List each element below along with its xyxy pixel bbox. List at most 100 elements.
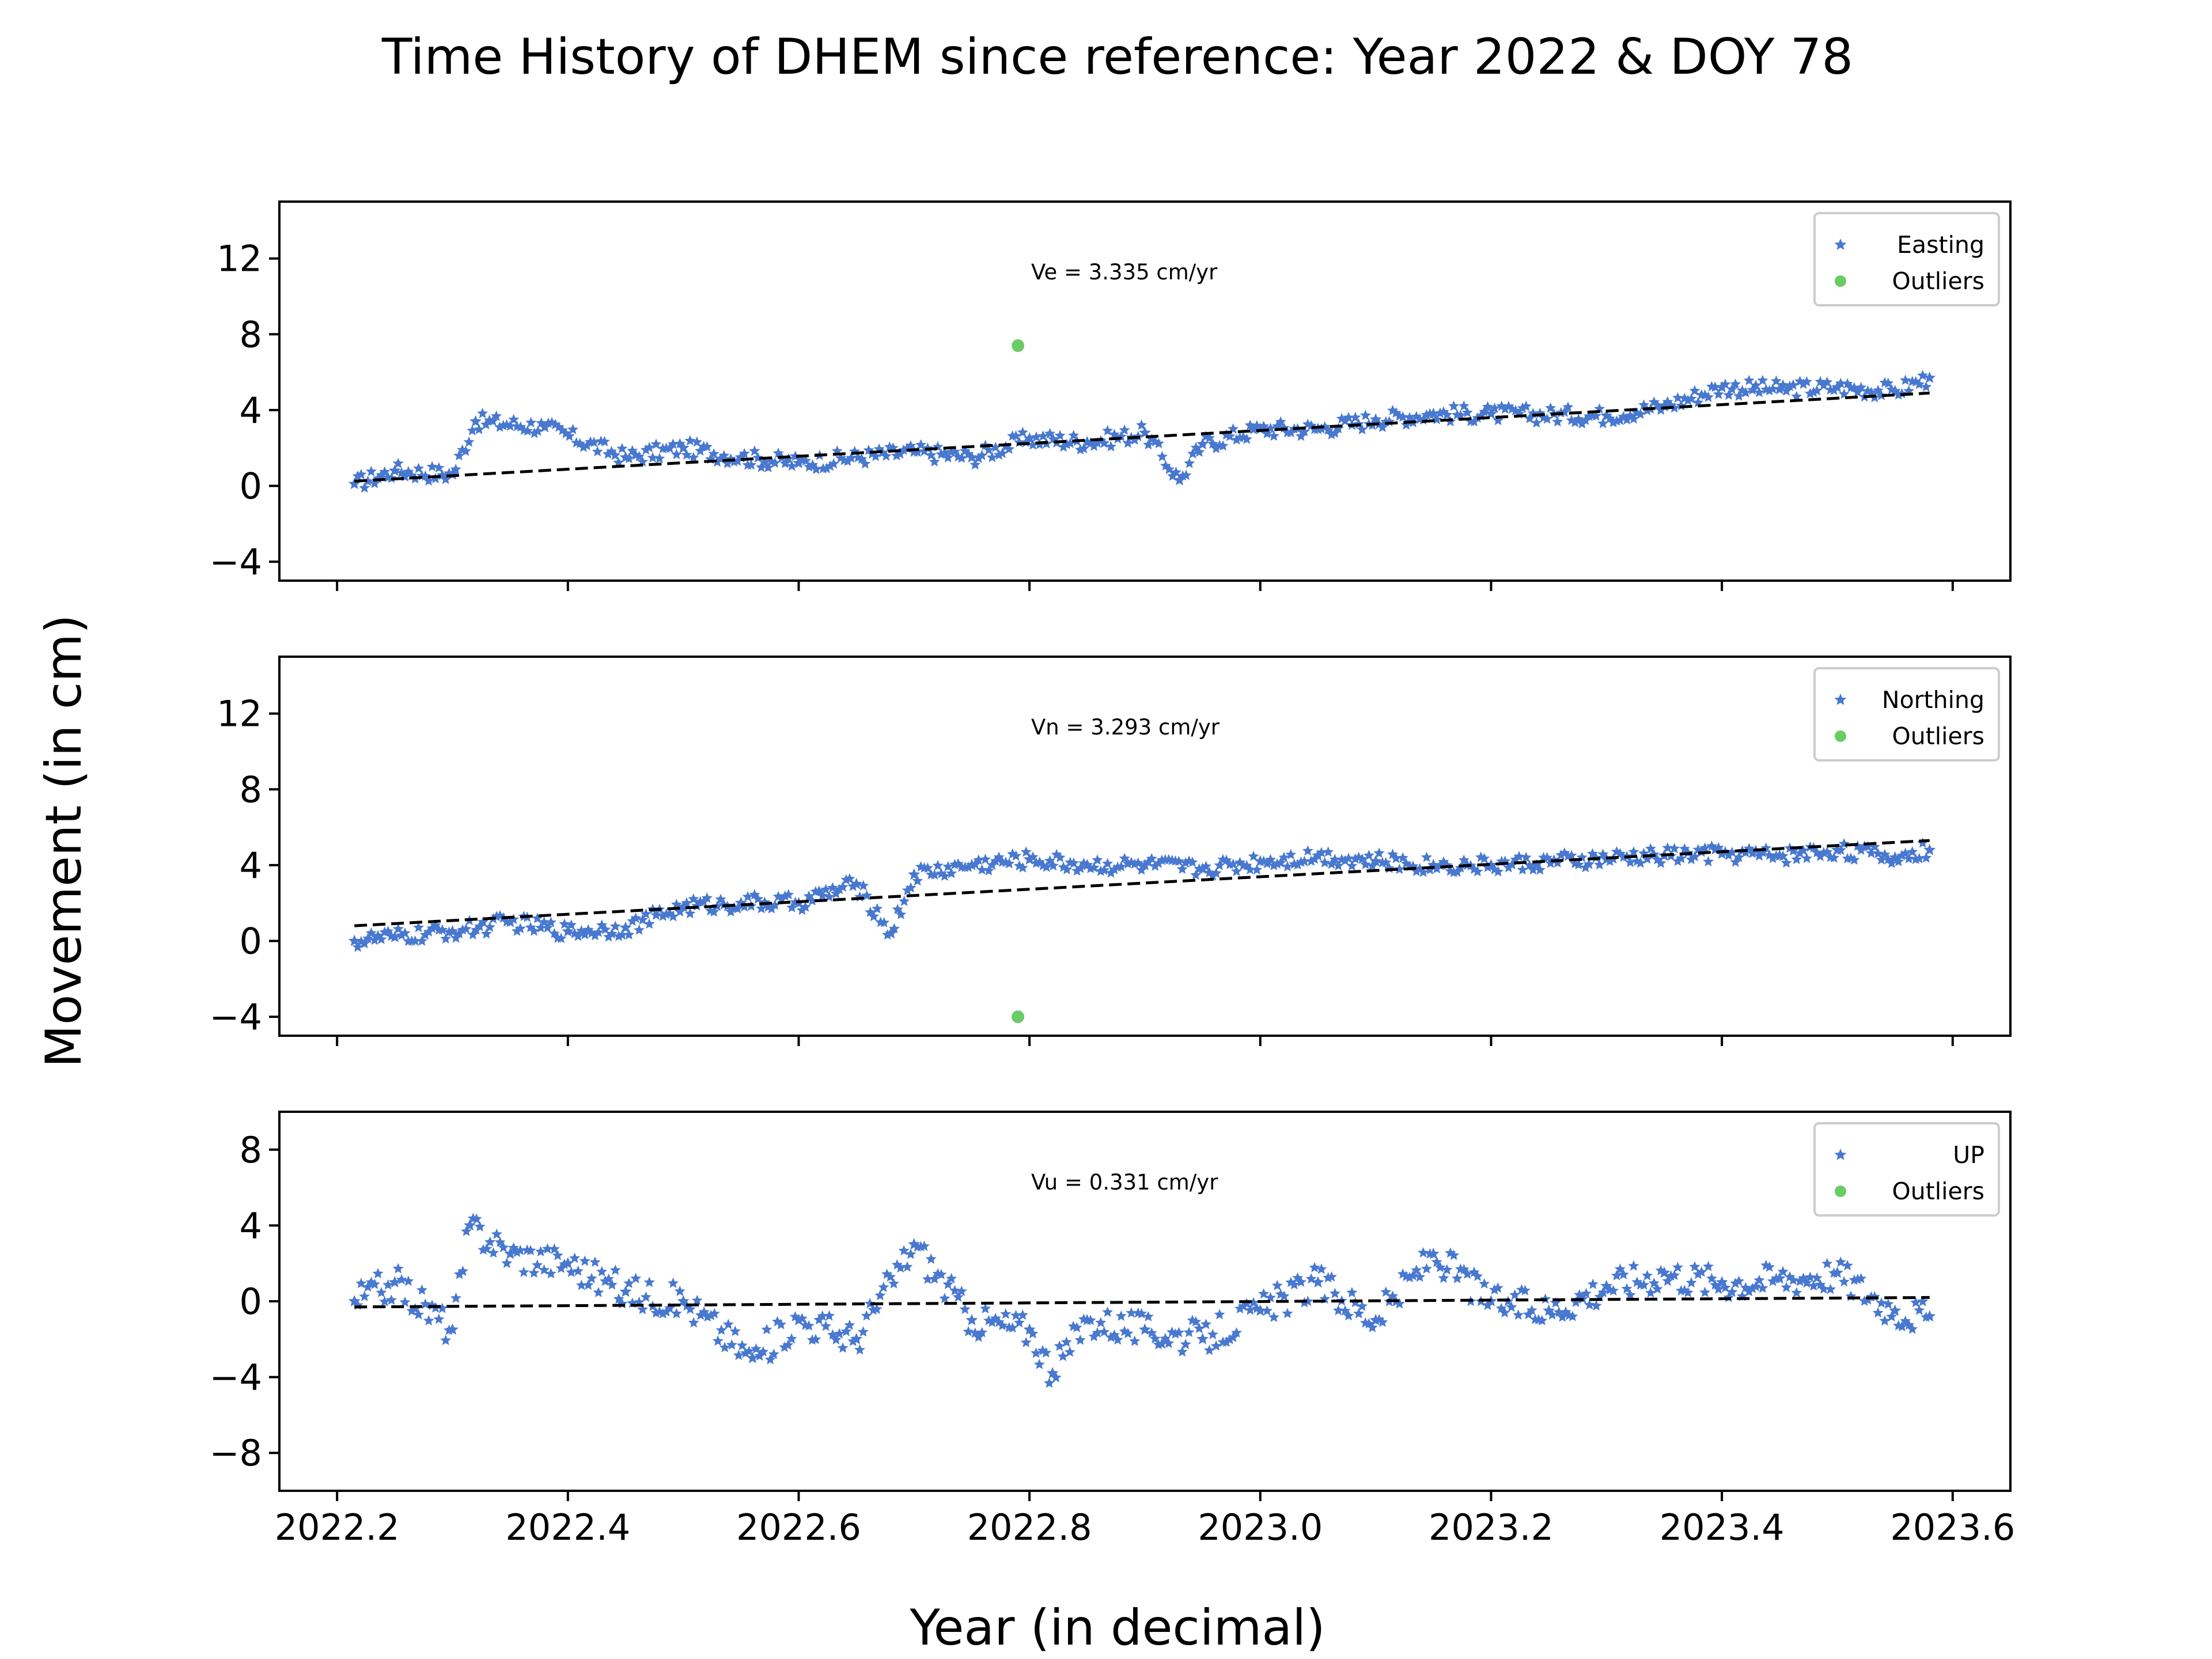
data-point: [1696, 1266, 1707, 1277]
data-point: [1747, 847, 1758, 858]
data-point: [922, 1273, 933, 1284]
data-point: [426, 1300, 438, 1310]
data-point: [1292, 1272, 1304, 1283]
data-point: [705, 1309, 717, 1320]
data-point: [986, 1316, 998, 1327]
data-point: [1773, 382, 1786, 395]
data-point: [1706, 1272, 1717, 1283]
data-point: [1842, 1260, 1853, 1271]
data-point: [1210, 1340, 1222, 1351]
data-point: [1248, 1297, 1259, 1308]
data-point: [1262, 858, 1273, 869]
data-point: [1326, 1271, 1338, 1282]
data-point: [545, 916, 556, 927]
data-point: [1682, 395, 1694, 406]
data-point: [858, 880, 869, 891]
legend: Easting Outliers: [1813, 212, 2000, 306]
data-point: [1621, 414, 1633, 425]
data-point: [392, 1263, 404, 1274]
data-point: [1770, 1272, 1782, 1283]
data-point: [1520, 851, 1532, 862]
data-point: [362, 475, 374, 486]
data-point: [477, 407, 488, 418]
legend-marker-series: [1834, 238, 1847, 250]
data-point: [1865, 847, 1877, 858]
data-point: [640, 908, 652, 919]
data-point: [1611, 1270, 1622, 1281]
data-point: [1923, 372, 1936, 383]
data-point: [684, 435, 696, 446]
data-point: [871, 1303, 882, 1314]
data-point: [1105, 867, 1117, 878]
data-point: [511, 1247, 522, 1257]
data-point: [1590, 410, 1602, 421]
data-point: [1662, 842, 1673, 853]
data-point: [1393, 1298, 1405, 1309]
data-point: [352, 941, 363, 952]
data-point: [1835, 844, 1846, 855]
data-point: [1020, 1336, 1032, 1347]
data-point: [1323, 846, 1334, 857]
data-point: [1818, 380, 1830, 391]
data-point: [786, 902, 798, 912]
data-point: [942, 1278, 954, 1289]
data-point: [386, 1294, 397, 1305]
data-point: [1448, 1249, 1460, 1260]
data-point: [1054, 430, 1066, 441]
data-point: [711, 900, 723, 911]
data-point: [511, 925, 522, 936]
data-point: [471, 1213, 482, 1224]
y-tick-label: 8: [240, 313, 262, 355]
data-point: [837, 1342, 849, 1353]
data-point: [1764, 385, 1775, 396]
data-point: [1187, 448, 1198, 459]
data-point: [997, 448, 1008, 459]
data-point: [779, 1342, 790, 1353]
data-point: [738, 448, 750, 459]
data-point: [559, 918, 570, 929]
data-point: [743, 1345, 755, 1356]
data-point: [1743, 1286, 1755, 1297]
axes-frame: [278, 656, 2012, 1037]
data-point: [847, 1335, 859, 1346]
data-point: [593, 1286, 604, 1297]
data-point: [1699, 1286, 1711, 1297]
data-point: [1102, 858, 1113, 869]
data-point: [729, 1325, 741, 1336]
data-point: [1061, 863, 1073, 874]
data-point: [1624, 1289, 1636, 1300]
data-point: [457, 1266, 468, 1277]
data-point: [844, 1319, 855, 1330]
data-point: [1628, 1260, 1639, 1271]
data-point: [1343, 1310, 1354, 1321]
data-point: [1061, 438, 1073, 449]
data-point: [535, 1246, 547, 1257]
data-point: [1020, 846, 1032, 857]
data-point: [376, 933, 387, 944]
legend-label-series: UP: [1953, 1141, 1984, 1169]
data-point: [444, 926, 455, 937]
legend-marker-outliers: [1835, 275, 1846, 287]
data-point: [1580, 862, 1591, 873]
data-point: [1296, 1276, 1306, 1287]
x-tick-label: 2023.4: [1660, 1506, 1785, 1548]
data-point: [688, 893, 699, 904]
data-point: [1726, 383, 1738, 394]
data-point: [1434, 1262, 1446, 1272]
trend-line: [354, 1296, 1930, 1309]
data-point: [1764, 849, 1775, 860]
data-point: [1173, 474, 1186, 486]
data-point: [1872, 848, 1884, 859]
data-point: [1119, 424, 1130, 435]
data-point: [830, 1334, 842, 1344]
data-point: [504, 1247, 517, 1259]
data-point: [505, 420, 516, 431]
data-point: [1190, 869, 1202, 880]
data-point: [691, 900, 703, 911]
data-point: [810, 464, 822, 475]
data-point: [963, 1325, 974, 1336]
data-point: [1545, 857, 1556, 868]
data-point: [1050, 1372, 1062, 1382]
data-point: [990, 855, 1001, 866]
data-point: [603, 931, 614, 942]
